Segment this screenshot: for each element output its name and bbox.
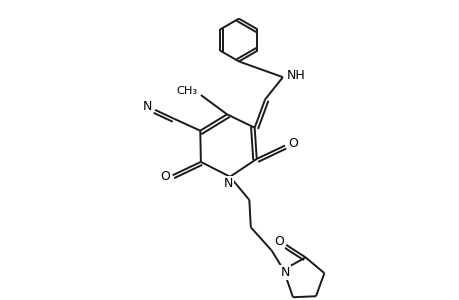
Text: N: N: [224, 177, 233, 190]
Text: NH: NH: [286, 69, 305, 82]
Text: O: O: [273, 236, 283, 248]
Text: O: O: [288, 137, 297, 150]
Text: N: N: [143, 100, 152, 113]
Text: O: O: [160, 170, 170, 183]
Text: N: N: [280, 266, 289, 279]
Text: CH₃: CH₃: [176, 86, 197, 96]
